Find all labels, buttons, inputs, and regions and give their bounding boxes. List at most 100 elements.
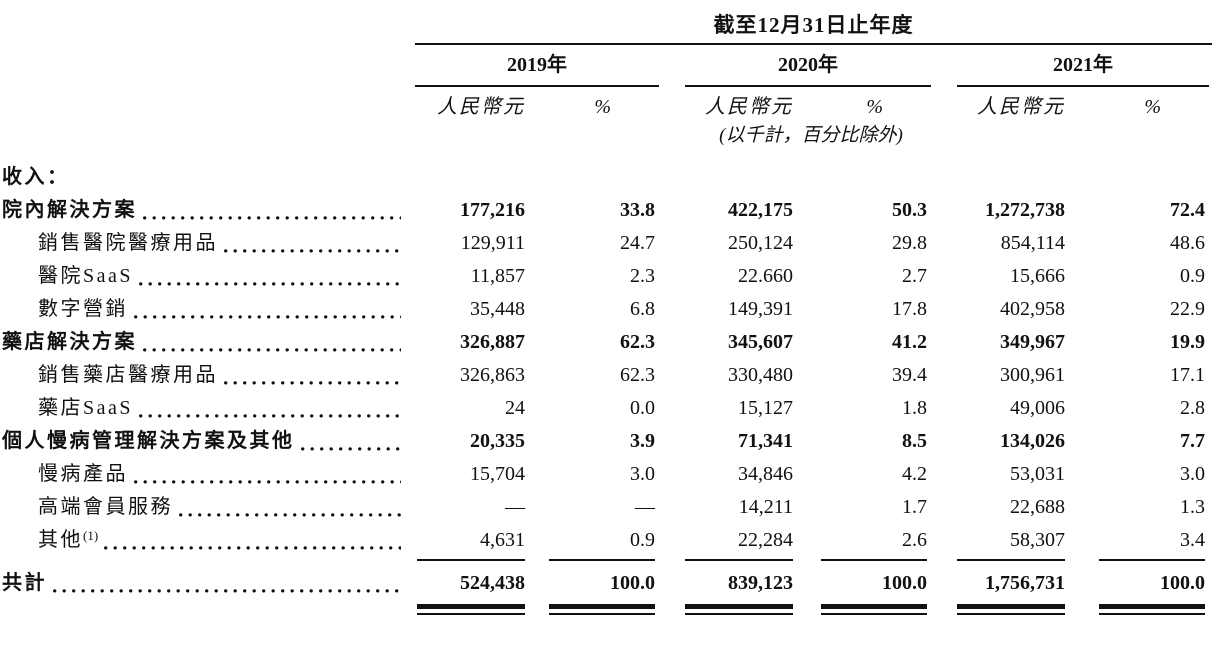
- column-gap: [931, 194, 957, 227]
- dot-leader: [134, 315, 401, 319]
- table-row: 其他(1) 4,631 0.9 22,284 2.6 58,307 3.4: [0, 524, 1216, 557]
- percent-cell: 62.3: [620, 331, 655, 353]
- column-gap: [931, 604, 957, 615]
- table-body: 收入： 院內解決方案 177,216 33.8 422,175 50.3 1,272,738…: [0, 161, 1216, 615]
- double-rule-thick-bar: [957, 604, 1065, 609]
- amount-cell: 58,307: [1010, 529, 1065, 551]
- percent-cell: —: [635, 496, 655, 518]
- amount-cell: 300,961: [1000, 364, 1065, 386]
- unit-header-rmb-2021: 人民幣元: [977, 96, 1065, 118]
- column-gap: [659, 567, 685, 600]
- percent-cell: 100.0: [1160, 572, 1205, 594]
- row-label-text: 藥店SaaS: [38, 397, 133, 419]
- row-label: 院內解決方案: [0, 194, 415, 227]
- double-rule-thick-bar: [685, 604, 793, 609]
- column-gap: [659, 194, 685, 227]
- amount-cell: 34,846: [738, 463, 793, 485]
- double-rule-thin-bar: [549, 613, 655, 615]
- amount-cell: 1,272,738: [985, 199, 1065, 221]
- percent-cell: 6.8: [630, 298, 655, 320]
- percent-cell: 100.0: [882, 572, 927, 594]
- column-gap: [931, 559, 957, 567]
- row-label: 銷售藥店醫療用品: [0, 359, 415, 392]
- column-gap: [659, 604, 685, 615]
- label-column-spacer: [0, 604, 415, 615]
- amount-cell: 326,887: [460, 331, 525, 353]
- total-double-rule: [1099, 604, 1205, 615]
- row-label-text: 高端會員服務: [38, 496, 173, 518]
- column-gap: [931, 392, 957, 425]
- column-gap: [931, 326, 957, 359]
- percent-cell: 2.6: [902, 529, 927, 551]
- dot-leader: [224, 249, 401, 253]
- column-gap: [931, 227, 957, 260]
- column-gap: [931, 293, 957, 326]
- percent-cell: 0.9: [630, 529, 655, 551]
- year-label-2019: 2019年: [415, 45, 659, 87]
- amount-cell: 35,448: [470, 298, 525, 320]
- amount-cell: 4,631: [480, 529, 525, 551]
- table-row: 高端會員服務 — — 14,211 1.7 22,688 1.3: [0, 491, 1216, 524]
- row-label: 銷售醫院醫療用品: [0, 227, 415, 260]
- label-column-spacer: [0, 95, 415, 119]
- amount-cell: 49,006: [1010, 397, 1065, 419]
- total-double-rule: [417, 604, 525, 615]
- amount-cell: 250,124: [728, 232, 793, 254]
- total-top-rule: [1099, 559, 1205, 567]
- table-row: 銷售醫院醫療用品 129,911 24.7 250,124 29.8 854,114 48.…: [0, 227, 1216, 260]
- row-label-text: 共計: [2, 572, 47, 594]
- column-gap: [659, 425, 685, 458]
- amount-cell: 524,438: [460, 572, 525, 594]
- column-gap: [931, 458, 957, 491]
- dot-leader: [224, 381, 401, 385]
- amount-cell: 11,857: [470, 265, 525, 287]
- dot-leader: [300, 447, 401, 451]
- double-rule-thin-bar: [821, 613, 927, 615]
- period-header: 截至12月31日止年度: [713, 13, 914, 37]
- percent-cell: 19.9: [1170, 331, 1205, 353]
- amount-cell: 15,127: [738, 397, 793, 419]
- total-top-rule: [549, 559, 655, 567]
- table-row: 藥店解決方案 326,887 62.3 345,607 41.2 349,967 19.9: [0, 326, 1216, 359]
- amount-cell: 345,607: [728, 331, 793, 353]
- amount-cell: 326,863: [460, 364, 525, 386]
- unit-header-rmb-2019: 人民幣元: [437, 96, 525, 118]
- double-rule-thin-bar: [957, 613, 1065, 615]
- percent-cell: 1.8: [902, 397, 927, 419]
- dot-leader: [104, 546, 401, 550]
- percent-cell: 1.3: [1180, 496, 1205, 518]
- total-top-rule: [821, 559, 927, 567]
- double-rule-thick-bar: [821, 604, 927, 609]
- column-gap: [659, 293, 685, 326]
- total-top-rule-row: [0, 559, 1216, 567]
- total-double-rule: [821, 604, 927, 615]
- label-column-spacer: [0, 45, 415, 87]
- double-rule-thin-bar: [1099, 613, 1205, 615]
- column-gap: [659, 392, 685, 425]
- dot-leader: [139, 282, 401, 286]
- column-gap: [659, 326, 685, 359]
- dot-leader: [143, 216, 401, 220]
- row-label-text: 慢病產品: [38, 463, 128, 485]
- row-label-text: 數字營銷: [38, 298, 128, 320]
- row-label-text: 收入：: [2, 166, 70, 188]
- amount-cell: 20,335: [470, 430, 525, 452]
- year-label-2020: 2020年: [685, 45, 931, 87]
- percent-cell: 0.0: [630, 397, 655, 419]
- revenue-breakdown-table: 截至12月31日止年度 2019年 2020年 2021年 人民幣元 % 人民幣…: [0, 12, 1216, 648]
- column-gap: [659, 227, 685, 260]
- percent-cell: 39.4: [892, 364, 927, 386]
- amount-cell: 330,480: [728, 364, 793, 386]
- percent-cell: 29.8: [892, 232, 927, 254]
- column-gap: [931, 567, 957, 600]
- row-label-text: 銷售藥店醫療用品: [38, 364, 218, 386]
- amount-cell: 15,704: [470, 463, 525, 485]
- scale-note: (以千計，百分比除外): [719, 125, 903, 146]
- table-row: 藥店SaaS 24 0.0 15,127 1.8 49,006 2.8: [0, 392, 1216, 425]
- amount-cell: 14,211: [738, 496, 793, 518]
- row-label: 收入：: [0, 161, 415, 194]
- year-header-row: 2019年 2020年 2021年: [0, 45, 1216, 87]
- table-row: 共計 524,438 100.0 839,123 100.0 1,756,731 100.0: [0, 567, 1216, 600]
- amount-cell: 24: [505, 397, 525, 419]
- row-label-text: 個人慢病管理解決方案及其他: [2, 430, 295, 452]
